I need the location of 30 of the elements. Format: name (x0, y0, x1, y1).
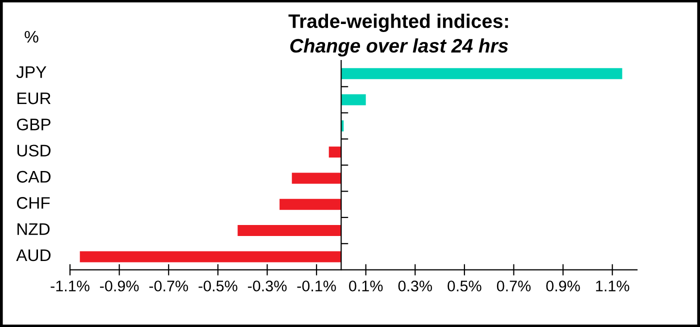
y-tick-label: CHF (16, 197, 50, 209)
x-tick-label: 0.5% (448, 280, 482, 292)
x-tick-label: 0.9% (546, 280, 580, 292)
y-tick-label: EUR (18, 92, 51, 104)
bar (292, 172, 342, 184)
chart-subtitle: Change over last 24 hrs (290, 38, 508, 56)
bar (280, 198, 342, 210)
bar (341, 94, 366, 106)
x-tick-label: -0.1% (297, 280, 336, 292)
bar (238, 225, 342, 236)
chart-title: Trade-weighted indices: (288, 14, 508, 32)
y-axis-title: % (24, 30, 38, 43)
y-tick-label: GBP (16, 118, 50, 130)
x-tick-label: 0.3% (398, 280, 432, 292)
x-tick-label: -0.9% (100, 280, 139, 292)
x-tick-label: -1.1% (50, 280, 90, 292)
x-tick-label: -0.3% (248, 280, 287, 292)
y-tick-label: CAD (16, 170, 51, 183)
x-tick-label: 0.7% (496, 280, 531, 292)
x-tick-label: 0.1% (349, 280, 383, 292)
y-tick-label: NZD (18, 223, 50, 235)
bar (341, 68, 622, 80)
y-tick-label: JPY (16, 66, 46, 78)
bar (328, 146, 342, 158)
bar (80, 251, 342, 262)
y-tick-label: USD (17, 144, 51, 157)
x-tick-label: 1.1% (596, 280, 630, 292)
x-tick-label: -0.7% (149, 280, 188, 292)
x-tick-label: -0.5% (198, 280, 238, 292)
y-tick-label: AUD (16, 250, 51, 262)
